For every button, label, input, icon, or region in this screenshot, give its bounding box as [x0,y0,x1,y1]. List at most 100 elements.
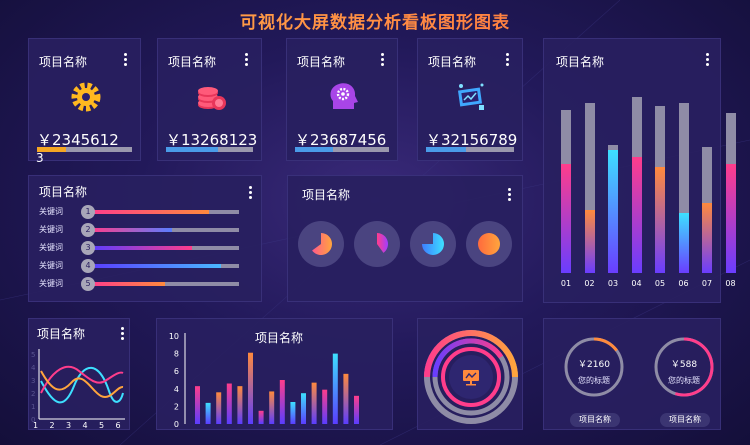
kpi-progress-fill [166,147,218,152]
y-tick-label: 6 [174,367,179,376]
bar-track [561,110,571,273]
keyword-label: 关键词 [39,225,63,234]
more-icon[interactable] [706,53,710,68]
bar-fill [561,164,571,273]
more-icon[interactable] [124,53,128,68]
bar [237,386,243,424]
keyword-rank: 3 [81,241,95,255]
series-line [40,370,124,398]
percent-indicator: 100% [466,221,512,267]
bar-fill [608,150,618,273]
bar-chart: 0 2 4 6 8 10 [169,332,359,429]
x-tick-label: 1 [33,421,38,429]
more-icon[interactable] [249,186,253,201]
mini-ring-panel: ￥2160 您的标题 项目名称 ￥588 您的标题 项目名称 [543,318,721,430]
bar-label: 01 [560,279,572,288]
bar-label: 08 [725,279,736,288]
kpi-progress-fill [426,147,466,152]
bar-track [584,103,595,273]
pie-slice [312,233,332,255]
bar-label: 05 [654,279,666,288]
y-tick-label: 3 [31,377,35,385]
bar-track [725,113,736,273]
keyword-label: 关键词 [39,243,63,252]
kpi-title: 项目名称 [168,55,217,69]
keyword-track [91,210,239,214]
bar-fill [584,210,595,273]
panel-title: 项目名称 [302,188,351,202]
series-line [40,366,124,404]
y-tick-label: 4 [31,364,36,372]
dashboard-screen-icon [457,83,484,110]
keyword-track [91,264,239,268]
ring-arc [424,330,518,378]
bar [322,389,328,424]
bar-track [678,103,689,273]
bar [311,382,317,424]
monitor-chart-icon [463,370,479,386]
ring-progress-arc [674,337,714,397]
keyword-track [91,282,239,286]
item-chip[interactable]: 项目名称 [660,413,710,427]
bar [343,373,349,424]
y-tick-label: 8 [174,350,179,359]
item-chip[interactable]: 项目名称 [570,413,620,427]
kpi-progress-track [426,147,514,152]
keyword-fill [91,228,172,232]
percent-indicator: 65% [298,221,344,267]
kpi-progress-track [295,147,389,152]
keyword-rank: 1 [81,205,95,219]
keyword-row: 关键词 5 [39,277,249,291]
mini-ring [564,337,624,397]
bar-track [655,106,665,273]
bar [258,410,264,424]
percent-indicator: 75% [410,221,456,267]
percent-pie [410,221,456,267]
mini-ring [654,337,714,397]
bar-track [631,97,642,273]
kpi-value: ￥32156789 [426,131,518,149]
y-tick-label: 2 [31,390,35,398]
more-icon[interactable] [121,327,125,342]
bar [279,380,285,424]
keyword-track [91,228,239,232]
more-icon[interactable] [381,53,385,68]
bar-label: 04 [631,279,642,288]
ring-arc [432,338,504,378]
keyword-rank: 4 [81,259,95,273]
bar [354,395,359,424]
keyword-track [91,246,239,250]
percent-pie [466,221,512,267]
bar-fill [725,164,736,273]
more-icon[interactable] [506,53,510,68]
more-icon[interactable] [508,188,512,203]
pie-slice [422,233,444,255]
more-icon[interactable] [245,53,249,68]
bar-label: 06 [678,279,689,288]
keyword-label: 关键词 [39,207,63,216]
x-tick-label: 2 [50,421,55,429]
x-tick-label: 4 [83,421,88,429]
kpi-card: 项目名称 ￥13268123 [157,38,262,161]
bar-track [608,145,618,273]
panel-title: 项目名称 [37,327,86,341]
series-line [40,365,124,394]
x-tick-label: 3 [66,421,71,429]
keyword-row: 关键词 3 [39,241,249,255]
coins-stack-icon [197,87,226,110]
y-tick-label: 5 [31,351,35,359]
kpi-title: 项目名称 [297,55,346,69]
keyword-panel: 项目名称 关键词 1 关键词 2 关键词 3 关键词 4 关键词 5 [28,175,262,302]
ring-caption: 您的标题 [578,376,610,385]
keyword-row: 关键词 2 [39,223,249,237]
kpi-progress-fill [37,147,66,152]
y-tick-label: 0 [31,416,35,424]
kpi-card: 项目名称 ￥2345612 3 [28,38,141,165]
keyword-row: 关键词 4 [39,259,249,273]
kpi-card: 项目名称 ￥23687456 [286,38,398,161]
keyword-fill [91,210,209,214]
x-tick-label: 5 [99,421,104,429]
percent-panel: 项目名称 65%40%75%100% [287,175,523,302]
kpi-progress-track [37,147,132,152]
keyword-fill [91,282,165,286]
